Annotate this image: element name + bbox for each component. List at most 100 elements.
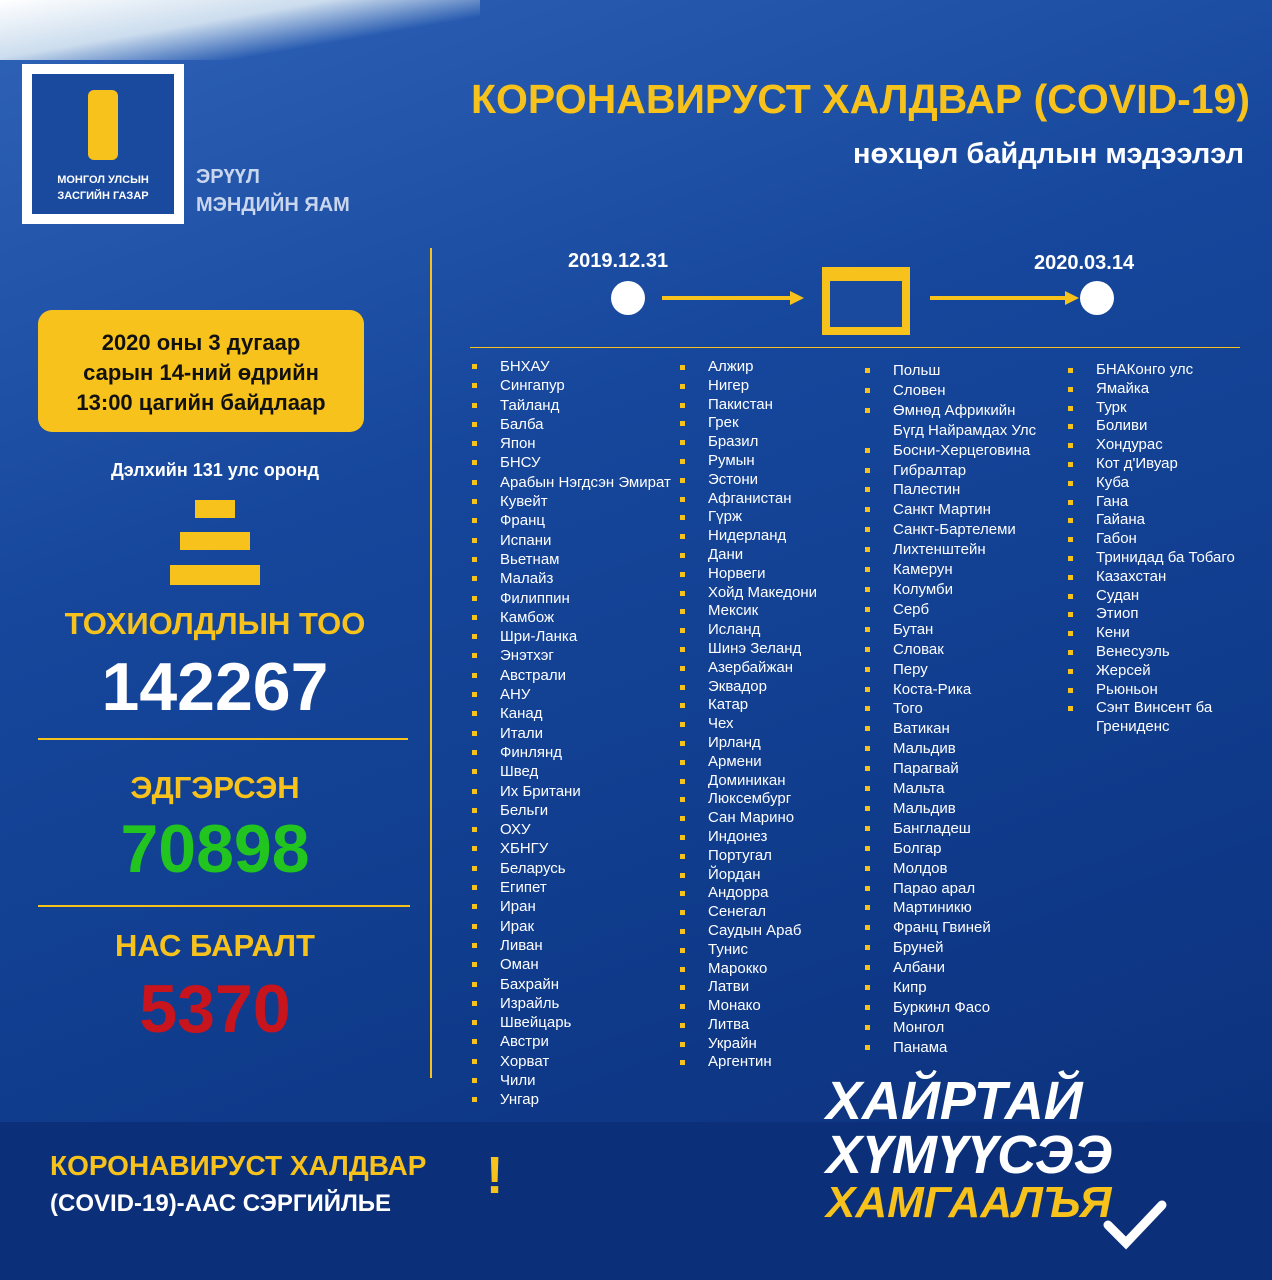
country: Йордан [680, 866, 860, 885]
calendar [830, 281, 902, 327]
country: Марокко [680, 960, 860, 979]
stat-label: НАС БАРАЛТ [115, 928, 315, 963]
country: Жерсей [1068, 662, 1238, 681]
country: Испани [472, 531, 672, 550]
country: Латви [680, 978, 860, 997]
country: Молдов [865, 859, 1050, 879]
country: Ирланд [680, 734, 860, 753]
country: БНХАУ [472, 357, 672, 376]
ministry: МЭНДИЙН ЯАМ [196, 194, 350, 216]
country: Арабын Нэгдсэн Эмират [472, 473, 672, 492]
country: Эквадор [680, 678, 860, 697]
country: Мартиникю [865, 898, 1050, 918]
country: Коста-Рика [865, 680, 1050, 700]
country: Бангладеш [865, 819, 1050, 839]
country: Тунис [680, 941, 860, 960]
footer [0, 1122, 1272, 1280]
country: Бруней [865, 938, 1050, 958]
soyombo [88, 90, 118, 160]
country: Австри [472, 1032, 672, 1051]
country: Парао арал [865, 879, 1050, 899]
country-list: БНАКонго улс Ямайка Турк Боливи Хондурас Кот … [1068, 361, 1238, 737]
country: Того [865, 699, 1050, 719]
date-end: 2020.03.14 [1034, 252, 1135, 274]
country: Парагвай [865, 759, 1050, 779]
country: Гана [1068, 493, 1238, 512]
country: Хойд Македони [680, 584, 860, 603]
country: Кени [1068, 624, 1238, 643]
status-line: 2020 оны 3 дугаар [101, 330, 301, 355]
country: Пакистан [680, 396, 860, 415]
country: Хорват [472, 1052, 672, 1071]
country: Румын [680, 452, 860, 471]
country: Армени [680, 753, 860, 772]
country: Иран [472, 897, 672, 916]
stat-value: 142267 [101, 649, 329, 725]
country: Вьетнам [472, 550, 672, 569]
people-icon [170, 500, 260, 585]
country: Их Британи [472, 782, 672, 801]
country: Казахстан [1068, 568, 1238, 587]
country: Австрали [472, 666, 672, 685]
footer-text: КОРОНАВИРУСТ ХАЛДВАР [50, 1150, 427, 1181]
country: Бельги [472, 801, 672, 820]
country: Филиппин [472, 589, 672, 608]
status-line: 13:00 цагийн байдлаар [76, 390, 326, 415]
country: Индонез [680, 828, 860, 847]
country: Гайана [1068, 511, 1238, 530]
country: Камерун [865, 560, 1050, 580]
decor [0, 0, 480, 60]
footer-text: (COVID-19)-ААС СЭРГИЙЛЬЕ [50, 1190, 392, 1217]
country: Панама [865, 1038, 1050, 1058]
exclamation: ! [486, 1147, 504, 1205]
logo-text: МОНГОЛ УЛСЫН [57, 174, 149, 186]
country: Гибралтар [865, 461, 1050, 481]
country: Сэнт Винсент ба Грениденс [1068, 699, 1238, 737]
country: Серб [865, 600, 1050, 620]
country: Бразил [680, 433, 860, 452]
country: Швейцарь [472, 1013, 672, 1032]
country: Швед [472, 762, 672, 781]
country: Япон [472, 434, 672, 453]
status-box: 2020 оны 3 дугаар сарын 14-ний өдрийн 13… [38, 310, 364, 432]
country: Польш [865, 361, 1050, 381]
country: Рьюньон [1068, 681, 1238, 700]
title: КОРОНАВИРУСТ ХАЛДВАР (COVID-19) [471, 76, 1250, 122]
country: Мальдив [865, 739, 1050, 759]
country: Шинэ Зеланд [680, 640, 860, 659]
country: БНАКонго улс [1068, 361, 1238, 380]
country: Финлянд [472, 743, 672, 762]
divider [470, 347, 1240, 348]
country: Босни-Херцеговина [865, 441, 1050, 461]
country: Этиоп [1068, 605, 1238, 624]
country: Словен [865, 381, 1050, 401]
country: Ирак [472, 917, 672, 936]
country: Камбож [472, 608, 672, 627]
country: Нидерланд [680, 527, 860, 546]
arrow [790, 291, 804, 305]
country: Кувейт [472, 492, 672, 511]
country: Шри-Ланка [472, 627, 672, 646]
dot [611, 281, 645, 315]
country: Буркинл Фасо [865, 998, 1050, 1018]
country: Оман [472, 955, 672, 974]
country: Албани [865, 958, 1050, 978]
stat-label: ЭДГЭРСЭН [130, 770, 300, 805]
logo-text: ЗАСГИЙН ГАЗАР [57, 190, 149, 202]
stat-value: 70898 [120, 811, 310, 887]
country: Энэтхэг [472, 646, 672, 665]
country: Сингапур [472, 376, 672, 395]
dot [1080, 281, 1114, 315]
country: Мальта [865, 779, 1050, 799]
stat-label: ТОХИОЛДЛЫН ТОО [64, 606, 366, 641]
country: Франц [472, 511, 672, 530]
country: Колумби [865, 580, 1050, 600]
country: Монако [680, 997, 860, 1016]
country: Монгол [865, 1018, 1050, 1038]
country: Балба [472, 415, 672, 434]
country: Кипр [865, 978, 1050, 998]
country: Бахрайн [472, 975, 672, 994]
country: Норвеги [680, 565, 860, 584]
country: Венесуэль [1068, 643, 1238, 662]
